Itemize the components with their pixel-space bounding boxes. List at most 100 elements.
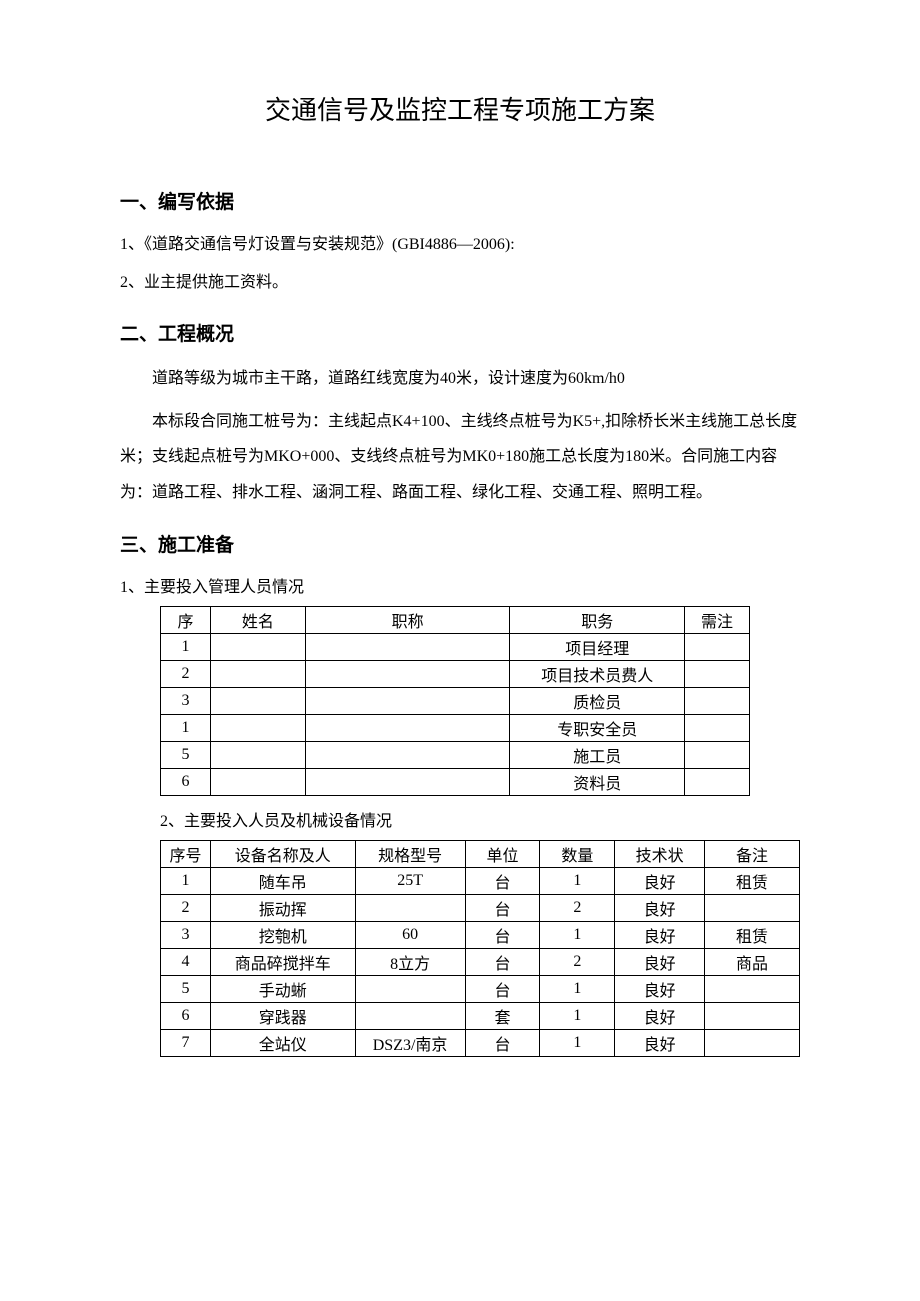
table-row: 3 质检员 [161, 687, 750, 714]
table-header-row: 序号 设备名称及人 规格型号 单位 数量 技术状 备注 [161, 840, 800, 867]
section1-heading: 一、编写依据 [120, 187, 800, 214]
table-cell: 3 [161, 687, 211, 714]
table-header: 技术状 [615, 840, 705, 867]
table-cell: 套 [465, 1002, 540, 1029]
table-cell: DSZ3/南京 [355, 1029, 465, 1056]
table-cell [305, 768, 510, 795]
table-cell: 商品 [705, 948, 800, 975]
table-cell [355, 894, 465, 921]
table-cell [705, 1029, 800, 1056]
table-cell: 台 [465, 921, 540, 948]
table-cell: 商品碎搅拌车 [210, 948, 355, 975]
table-cell: 25T [355, 867, 465, 894]
table-cell: 随车吊 [210, 867, 355, 894]
table-header: 职称 [305, 606, 510, 633]
table-cell: 6 [161, 1002, 211, 1029]
table-cell: 4 [161, 948, 211, 975]
table-row: 1 专职安全员 [161, 714, 750, 741]
table-row: 1 项目经理 [161, 633, 750, 660]
table-row: 7 全站仪 DSZ3/南京 台 1 良好 [161, 1029, 800, 1056]
table-row: 5 施工员 [161, 741, 750, 768]
table-cell: 2 [161, 894, 211, 921]
table-cell [685, 687, 750, 714]
table-cell: 2 [161, 660, 211, 687]
table-cell [305, 660, 510, 687]
table-cell: 6 [161, 768, 211, 795]
table-cell [705, 1002, 800, 1029]
table-cell: 资料员 [510, 768, 685, 795]
table-cell: 台 [465, 894, 540, 921]
table-row: 5 手动蜥 台 1 良好 [161, 975, 800, 1002]
table-cell [705, 894, 800, 921]
table-cell: 良好 [615, 1029, 705, 1056]
table-cell [210, 633, 305, 660]
table-cell: 2 [540, 948, 615, 975]
table-cell: 挖匏机 [210, 921, 355, 948]
table-cell [210, 660, 305, 687]
table-row: 4 商品碎搅拌车 8立方 台 2 良好 商品 [161, 948, 800, 975]
document-title: 交通信号及监控工程专项施工方案 [120, 90, 800, 127]
table-header: 设备名称及人 [210, 840, 355, 867]
table-cell [210, 687, 305, 714]
section2-para-1: 道路等级为城市主干路，道路红线宽度为40米，设计速度为60km/h0 [120, 361, 800, 396]
table-cell: 60 [355, 921, 465, 948]
table-cell: 专职安全员 [510, 714, 685, 741]
section3-heading: 三、施工准备 [120, 530, 800, 557]
table-cell [685, 768, 750, 795]
table-header: 单位 [465, 840, 540, 867]
table-cell: 台 [465, 948, 540, 975]
table-cell [305, 714, 510, 741]
section2-heading: 二、工程概况 [120, 319, 800, 346]
table-cell: 8立方 [355, 948, 465, 975]
table-header: 职务 [510, 606, 685, 633]
table-cell: 1 [540, 1002, 615, 1029]
table-row: 2 振动挥 台 2 良好 [161, 894, 800, 921]
table-row: 3 挖匏机 60 台 1 良好 租赁 [161, 921, 800, 948]
table-cell: 台 [465, 975, 540, 1002]
section1-item-1: 1、《道路交通信号灯设置与安装规范》(GBI4886—2006): [120, 229, 800, 261]
table-cell: 良好 [615, 867, 705, 894]
table1-caption: 1、主要投入管理人员情况 [120, 572, 800, 604]
table-cell: 租赁 [705, 867, 800, 894]
table-cell [685, 741, 750, 768]
section2-para-2: 本标段合同施工桩号为：主线起点K4+100、主线终点桩号为K5+,扣除桥长米主线… [120, 404, 800, 510]
table-header: 序号 [161, 840, 211, 867]
table-header: 备注 [705, 840, 800, 867]
table-row: 6 穿践器 套 1 良好 [161, 1002, 800, 1029]
table-cell: 1 [540, 975, 615, 1002]
table-cell [355, 1002, 465, 1029]
table-cell: 良好 [615, 894, 705, 921]
table-cell: 租赁 [705, 921, 800, 948]
table-cell: 质检员 [510, 687, 685, 714]
table-cell: 振动挥 [210, 894, 355, 921]
table-row: 2 项目技术员费人 [161, 660, 750, 687]
table-cell [705, 975, 800, 1002]
table-cell: 良好 [615, 921, 705, 948]
table-cell: 台 [465, 867, 540, 894]
table-header: 需注 [685, 606, 750, 633]
table-cell: 良好 [615, 975, 705, 1002]
table-row: 6 资料员 [161, 768, 750, 795]
section1-item-2: 2、业主提供施工资料。 [120, 267, 800, 299]
table-cell: 项目经理 [510, 633, 685, 660]
table-cell: 1 [540, 867, 615, 894]
table-cell [305, 633, 510, 660]
table-cell: 施工员 [510, 741, 685, 768]
table-cell: 1 [161, 633, 211, 660]
table-cell: 7 [161, 1029, 211, 1056]
table-cell: 3 [161, 921, 211, 948]
table2-caption: 2、主要投入人员及机械设备情况 [160, 806, 800, 838]
table-cell: 全站仪 [210, 1029, 355, 1056]
table-cell [685, 714, 750, 741]
table-cell: 手动蜥 [210, 975, 355, 1002]
table-header: 姓名 [210, 606, 305, 633]
table-cell: 良好 [615, 948, 705, 975]
table-cell: 5 [161, 975, 211, 1002]
table-header: 序 [161, 606, 211, 633]
table-cell: 2 [540, 894, 615, 921]
table-cell [210, 714, 305, 741]
table-cell: 台 [465, 1029, 540, 1056]
table-cell [685, 660, 750, 687]
equipment-table: 序号 设备名称及人 规格型号 单位 数量 技术状 备注 1 随车吊 25T 台 … [160, 840, 800, 1057]
table-cell [210, 741, 305, 768]
